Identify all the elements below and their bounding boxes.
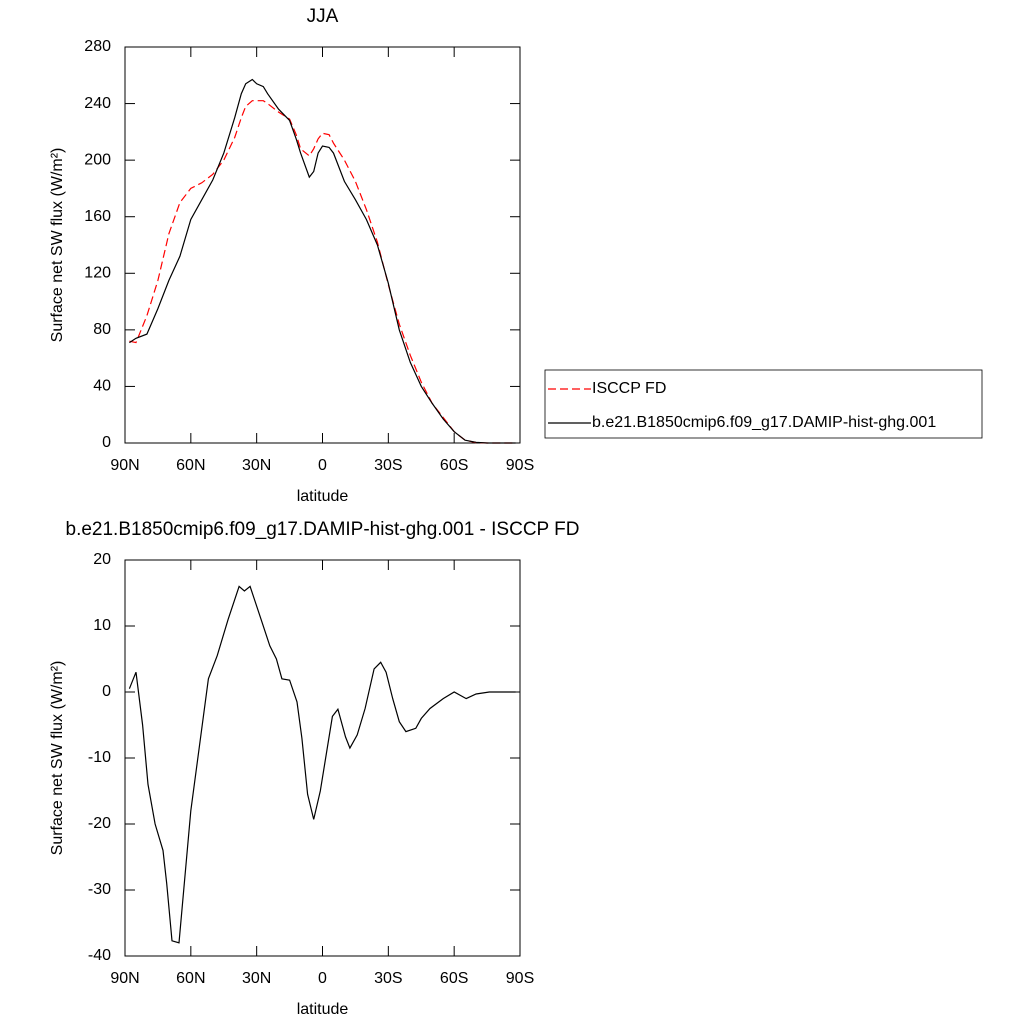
y-tick-label: 80 bbox=[93, 321, 111, 338]
data-line bbox=[129, 100, 516, 444]
y-tick-label: 0 bbox=[102, 434, 111, 451]
y-tick-label: 40 bbox=[93, 378, 111, 395]
y-tick-label: 120 bbox=[84, 265, 111, 282]
y-tick-label: 240 bbox=[84, 95, 111, 112]
legend-label: ISCCP FD bbox=[592, 380, 666, 397]
chart-title: JJA bbox=[307, 6, 339, 27]
x-tick-label: 90N bbox=[110, 457, 139, 474]
x-tick-label: 90S bbox=[506, 457, 534, 474]
legend-box bbox=[544, 369, 983, 439]
y-tick-label: 20 bbox=[93, 551, 111, 568]
y-tick-label: 280 bbox=[84, 38, 111, 55]
y-tick-label: -20 bbox=[88, 815, 111, 832]
x-tick-label: 90N bbox=[110, 970, 139, 987]
x-tick-label: 60N bbox=[176, 970, 205, 987]
x-axis-label: latitude bbox=[297, 488, 349, 505]
legend-label: b.e21.B1850cmip6.f09_g17.DAMIP-hist-ghg.… bbox=[592, 414, 936, 431]
x-tick-label: 0 bbox=[318, 970, 327, 987]
y-tick-label: 0 bbox=[102, 683, 111, 700]
data-line bbox=[129, 78, 516, 444]
chart-title: b.e21.B1850cmip6.f09_g17.DAMIP-hist-ghg.… bbox=[66, 519, 580, 540]
y-tick-label: 10 bbox=[93, 617, 111, 634]
x-tick-label: 60N bbox=[176, 457, 205, 474]
y-tick-label: -40 bbox=[88, 947, 111, 964]
x-axis-label: latitude bbox=[297, 1001, 349, 1018]
x-tick-label: 30N bbox=[242, 970, 271, 987]
y-axis-label: Surface net SW flux (W/m²) bbox=[49, 661, 66, 856]
x-tick-label: 60S bbox=[440, 970, 468, 987]
x-tick-label: 30S bbox=[374, 457, 402, 474]
x-tick-label: 30N bbox=[242, 457, 271, 474]
y-tick-label: 160 bbox=[84, 208, 111, 225]
data-line bbox=[128, 585, 516, 944]
plot-frame bbox=[124, 46, 521, 444]
x-tick-label: 0 bbox=[318, 457, 327, 474]
plot-frame bbox=[124, 559, 521, 957]
y-tick-label: 200 bbox=[84, 151, 111, 168]
y-axis-label: Surface net SW flux (W/m²) bbox=[49, 148, 66, 343]
y-tick-label: -10 bbox=[88, 749, 111, 766]
y-tick-label: -30 bbox=[88, 881, 111, 898]
x-tick-label: 30S bbox=[374, 970, 402, 987]
x-tick-label: 90S bbox=[506, 970, 534, 987]
x-tick-label: 60S bbox=[440, 457, 468, 474]
